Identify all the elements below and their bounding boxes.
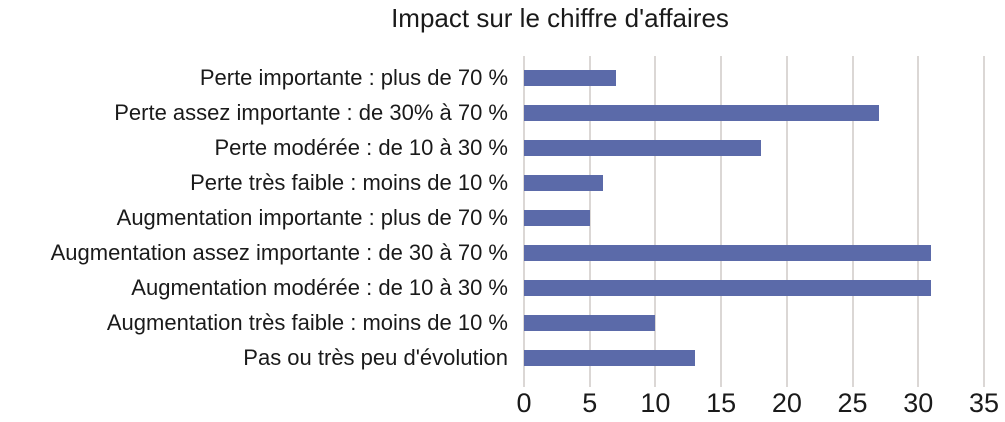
- axis-tick-label: 10: [640, 388, 671, 418]
- bar-row: [524, 271, 984, 306]
- axis-tick-label: 35: [968, 388, 1000, 418]
- axis-tick-label: 15: [706, 388, 737, 418]
- bar: [524, 104, 879, 121]
- gridline: [983, 56, 985, 374]
- category-label: Perte importante : plus de 70 %: [199, 64, 508, 90]
- gridline: [654, 56, 657, 374]
- axis-tick-label: 20: [771, 388, 802, 418]
- bar: [524, 209, 590, 226]
- axis-tick-label: 25: [837, 388, 868, 418]
- category-label: Augmentation modérée : de 10 à 30 %: [131, 275, 508, 301]
- gridline: [917, 56, 920, 374]
- bar: [524, 174, 603, 191]
- bar-row: [524, 236, 984, 271]
- bar: [524, 69, 616, 86]
- gridline: [720, 56, 723, 374]
- category-labels: Perte importante : plus de 70 % Perte ass…: [0, 60, 508, 376]
- bar: [524, 280, 932, 297]
- bar-row: [524, 60, 984, 95]
- bar: [524, 350, 695, 367]
- bar-row: [524, 200, 984, 235]
- gridline: [851, 56, 854, 374]
- bar: [524, 315, 656, 332]
- bar-row: [524, 95, 984, 130]
- category-label: Augmentation assez importante : de 30 à …: [50, 240, 508, 266]
- gridline: [785, 56, 788, 374]
- category-label: Pas ou très peu d'évolution: [243, 345, 508, 371]
- bar-row: [524, 165, 984, 200]
- axis-tick: [654, 374, 657, 387]
- axis-tick: [720, 374, 723, 387]
- category-label: Perte très faible : moins de 10 %: [190, 169, 508, 195]
- axis-tick: [917, 374, 920, 387]
- axis-tick: [523, 374, 525, 387]
- axis-tick-label: 0: [516, 388, 532, 418]
- bar-row: [524, 306, 984, 341]
- category-label: Perte modérée : de 10 à 30 %: [214, 134, 508, 160]
- bar: [524, 245, 932, 262]
- chart-title: Impact sur le chiffre d'affaires: [391, 3, 729, 33]
- axis-tick-label: 30: [903, 388, 934, 418]
- axis-tick: [983, 374, 985, 387]
- bar: [524, 139, 761, 156]
- axis-tick-label: 5: [582, 388, 598, 418]
- bar-row: [524, 341, 984, 376]
- category-label: Augmentation importante : plus de 70 %: [116, 204, 508, 230]
- category-label: Augmentation très faible : moins de 10 %: [106, 310, 508, 336]
- x-axis-ticks: [523, 374, 985, 387]
- gridline: [588, 56, 591, 374]
- x-axis-tick-labels: 0 5 10 15 20 25 30 35: [516, 388, 999, 420]
- axis-tick: [785, 374, 788, 387]
- category-label: Perte assez importante : de 30% à 70 %: [114, 99, 508, 125]
- axis-tick: [851, 374, 854, 387]
- axis-tick: [588, 374, 591, 387]
- bar-row: [524, 130, 984, 165]
- bars: [524, 60, 984, 376]
